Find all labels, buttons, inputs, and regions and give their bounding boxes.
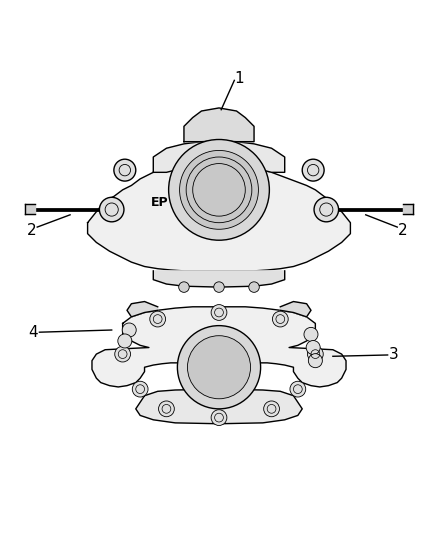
Circle shape — [115, 346, 131, 362]
Bar — [403, 204, 413, 214]
Circle shape — [150, 311, 166, 327]
Circle shape — [214, 282, 224, 292]
Circle shape — [290, 381, 306, 397]
Text: 4: 4 — [28, 325, 38, 340]
Text: 3: 3 — [389, 348, 398, 362]
Circle shape — [179, 282, 189, 292]
Text: EP: EP — [151, 197, 169, 209]
Polygon shape — [127, 302, 158, 317]
Polygon shape — [184, 108, 254, 142]
Circle shape — [211, 304, 227, 320]
Polygon shape — [136, 389, 302, 424]
Polygon shape — [153, 271, 285, 287]
Polygon shape — [92, 307, 346, 389]
Circle shape — [272, 311, 288, 327]
Circle shape — [302, 159, 324, 181]
Circle shape — [187, 336, 251, 399]
Circle shape — [264, 401, 279, 417]
Circle shape — [180, 150, 258, 229]
Polygon shape — [153, 141, 285, 172]
Circle shape — [211, 410, 227, 425]
Polygon shape — [280, 302, 311, 317]
Circle shape — [99, 197, 124, 222]
Circle shape — [308, 354, 322, 368]
Polygon shape — [88, 165, 350, 271]
Text: 1: 1 — [234, 71, 244, 86]
Bar — [25, 204, 35, 214]
Circle shape — [307, 346, 323, 362]
Circle shape — [314, 197, 339, 222]
Circle shape — [118, 334, 132, 348]
Circle shape — [122, 323, 136, 337]
Circle shape — [159, 401, 174, 417]
Circle shape — [249, 282, 259, 292]
Text: 2: 2 — [27, 223, 36, 238]
Circle shape — [169, 140, 269, 240]
Circle shape — [114, 159, 136, 181]
Text: 2: 2 — [398, 223, 408, 238]
Circle shape — [177, 326, 261, 409]
Circle shape — [132, 381, 148, 397]
Circle shape — [304, 327, 318, 342]
Circle shape — [306, 341, 320, 354]
